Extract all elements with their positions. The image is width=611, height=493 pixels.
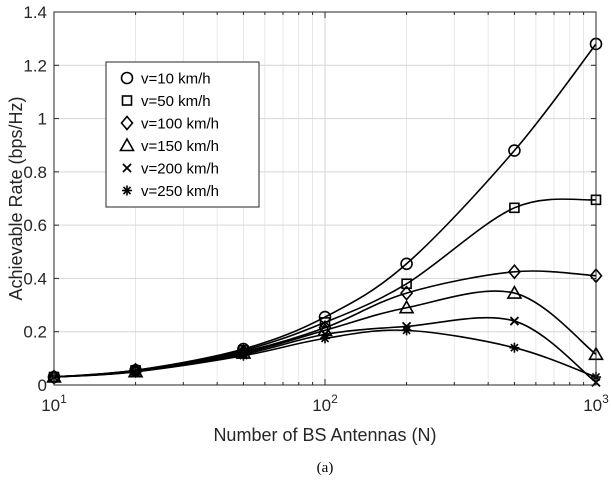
legend-label: v=150 km/h <box>141 138 219 155</box>
legend-entry: v=250 km/h <box>122 183 219 200</box>
asterisk-marker-stroke <box>510 343 519 352</box>
legend-entry: v=150 km/h <box>119 137 219 155</box>
y-tick-label: 1.2 <box>23 56 47 75</box>
legend-label: v=10 km/h <box>141 71 211 88</box>
legend-label: v=50 km/h <box>141 93 211 110</box>
asterisk-marker-stroke <box>122 186 132 195</box>
y-tick-label: 1 <box>38 110 47 129</box>
figure-caption: (a) <box>317 460 334 476</box>
y-tick-label: 0.8 <box>23 163 47 182</box>
x-axis-label: Number of BS Antennas (N) <box>213 425 436 445</box>
legend-entry: v=200 km/h <box>122 161 219 178</box>
triangle-marker <box>398 299 415 314</box>
legend-entry: v=50 km/h <box>121 93 211 110</box>
legend-entry: v=10 km/h <box>120 71 211 88</box>
square-marker <box>401 278 412 290</box>
legend-box <box>105 61 260 208</box>
asterisk-marker-stroke <box>402 326 411 335</box>
series-layer <box>46 37 604 387</box>
legend-label: v=250 km/h <box>141 183 219 200</box>
legend: v=10 km/h v=50 km/h v=100 km/h v=150 km/h v=… <box>105 61 260 208</box>
series-asterisk <box>49 325 601 383</box>
diamond-marker <box>400 285 414 301</box>
asterisk-marker <box>509 342 520 353</box>
axis-ticks: 0 0.2 0.4 0.6 0.8 1 1.2 1.4 101 102 103 <box>23 3 609 415</box>
y-tick-label: 0.2 <box>23 323 47 342</box>
legend-label: v=100 km/h <box>141 116 219 133</box>
triangle-marker <box>506 284 523 299</box>
x-marker <box>122 163 132 173</box>
diamond-marker <box>120 115 134 131</box>
asterisk-marker <box>320 333 330 344</box>
asterisk-marker-stroke <box>320 334 330 343</box>
asterisk-marker <box>130 366 141 377</box>
x-tick-label: 101 <box>41 392 67 415</box>
y-tick-label: 0 <box>38 376 47 395</box>
asterisk-marker <box>401 325 412 336</box>
y-tick-label: 0.4 <box>23 269 47 288</box>
circle-marker <box>508 144 521 157</box>
legend-entry: v=100 km/h <box>120 115 219 133</box>
circle-marker <box>400 257 413 271</box>
diamond-marker <box>507 264 521 280</box>
y-tick-label: 1.4 <box>23 3 47 22</box>
circle-marker <box>120 71 134 85</box>
y-tick-label: 0.6 <box>23 216 47 235</box>
grid <box>53 11 597 386</box>
x-marker-stroke <box>509 316 520 326</box>
square-marker <box>121 95 133 106</box>
asterisk-marker-stroke <box>239 351 248 360</box>
x-marker-stroke <box>122 163 132 173</box>
x-tick-label: 102 <box>312 392 338 415</box>
legend-label: v=200 km/h <box>141 161 219 178</box>
triangle-marker <box>119 137 135 152</box>
asterisk-marker <box>238 350 249 361</box>
asterisk-marker-stroke <box>131 367 140 376</box>
x-tick-label: 103 <box>583 392 609 415</box>
x-marker <box>509 316 520 326</box>
asterisk-marker <box>122 185 132 196</box>
square-marker <box>509 202 520 214</box>
y-axis-label: Achievable Rate (bps/Hz) <box>6 96 26 300</box>
